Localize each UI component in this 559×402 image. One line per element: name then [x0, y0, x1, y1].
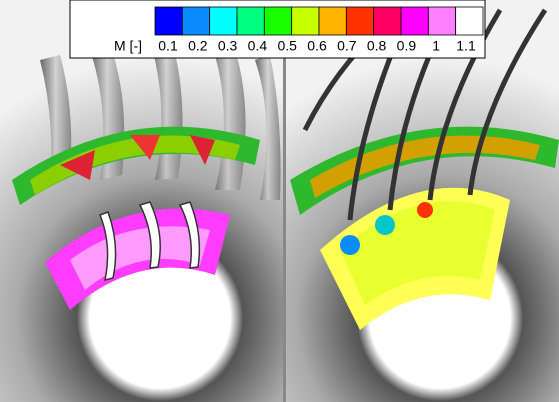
legend-label: 0.2 — [188, 38, 208, 54]
legend-label: 0.4 — [248, 38, 268, 54]
legend-label: 0.6 — [307, 38, 327, 54]
legend-swatch — [401, 7, 428, 35]
legend-label: 0.7 — [337, 38, 357, 54]
legend-label: 0.1 — [158, 38, 178, 54]
legend-swatch — [428, 7, 455, 35]
legend-swatch — [155, 7, 182, 35]
legend-label: 0.9 — [397, 38, 417, 54]
legend-swatch — [182, 7, 209, 35]
legend-swatch — [237, 7, 264, 35]
legend-label: 1.1 — [456, 38, 476, 54]
legend-label: 0.8 — [367, 38, 387, 54]
legend-swatch — [319, 7, 346, 35]
legend: M [-] 0.1 0.2 0.3 0.4 0.5 0.6 0.7 0.8 0.9 1 1.1 — [70, 0, 485, 58]
legend-swatch — [292, 7, 319, 35]
legend-label: 0.3 — [218, 38, 238, 54]
legend-swatch — [374, 7, 401, 35]
right-panel — [286, 0, 559, 402]
legend-swatch — [264, 7, 291, 35]
legend-swatch — [346, 7, 373, 35]
legend-title: M [-] — [114, 38, 142, 54]
left-panel — [0, 0, 283, 402]
legend-swatch — [456, 7, 483, 35]
screenshot: M [-] 0.1 0.2 0.3 0.4 0.5 0.6 0.7 0.8 0.9 1 1.1 — [0, 0, 559, 402]
legend-swatch — [210, 7, 237, 35]
legend-label: 1 — [432, 38, 440, 54]
legend-label: 0.5 — [277, 38, 297, 54]
